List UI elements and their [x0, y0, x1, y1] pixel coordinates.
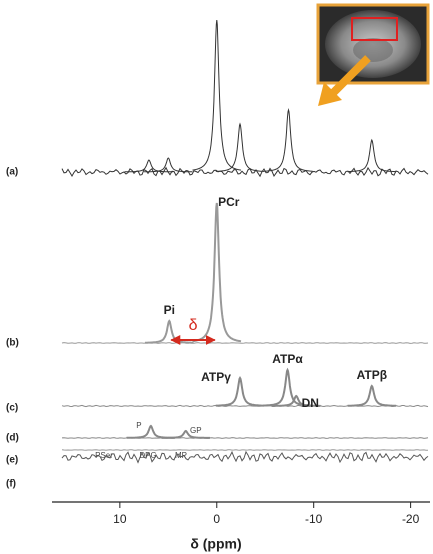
peak-label: PCr — [218, 195, 240, 209]
trace-label: (d) — [6, 433, 19, 444]
peak-label: MP — [175, 451, 187, 460]
trace-baseline — [62, 452, 428, 463]
trace-baseline — [62, 438, 428, 439]
x-tick-label: -20 — [402, 512, 420, 526]
trace-label: (f) — [6, 479, 16, 490]
x-tick-label: -10 — [305, 512, 323, 526]
peak — [193, 203, 242, 341]
peak-label: P — [136, 421, 141, 430]
x-tick-label: 10 — [113, 512, 127, 526]
peak-label: Pi — [164, 303, 175, 317]
trace-label: (e) — [6, 455, 18, 466]
trace-baseline — [62, 343, 428, 344]
peak — [127, 426, 176, 438]
peak — [348, 140, 397, 172]
x-tick-label: 0 — [213, 512, 220, 526]
peak-label: ATPβ — [357, 368, 387, 382]
chart: δ (ppm) 10 0 -10 -20 (a) (b) PCr Pi (c) ATPγ ATPα D… — [0, 0, 433, 554]
inset-image — [318, 5, 428, 106]
peak-label: DN — [302, 396, 319, 410]
trace-label: (b) — [6, 338, 19, 349]
peak — [264, 110, 312, 171]
trace-baseline — [62, 450, 428, 451]
peak — [348, 386, 397, 406]
shift-annotation: δ — [189, 317, 198, 334]
x-axis-label: δ (ppm) — [190, 536, 241, 552]
peak — [162, 431, 211, 438]
trace-baseline — [62, 405, 428, 406]
peak-label: GP — [190, 426, 202, 435]
trace-baseline — [62, 168, 428, 177]
trace-label: (a) — [6, 167, 18, 178]
peak — [193, 20, 242, 170]
trace-label: (c) — [6, 403, 18, 414]
peak-label: ATPα — [272, 352, 303, 366]
peak-label: ATPγ — [201, 370, 231, 384]
